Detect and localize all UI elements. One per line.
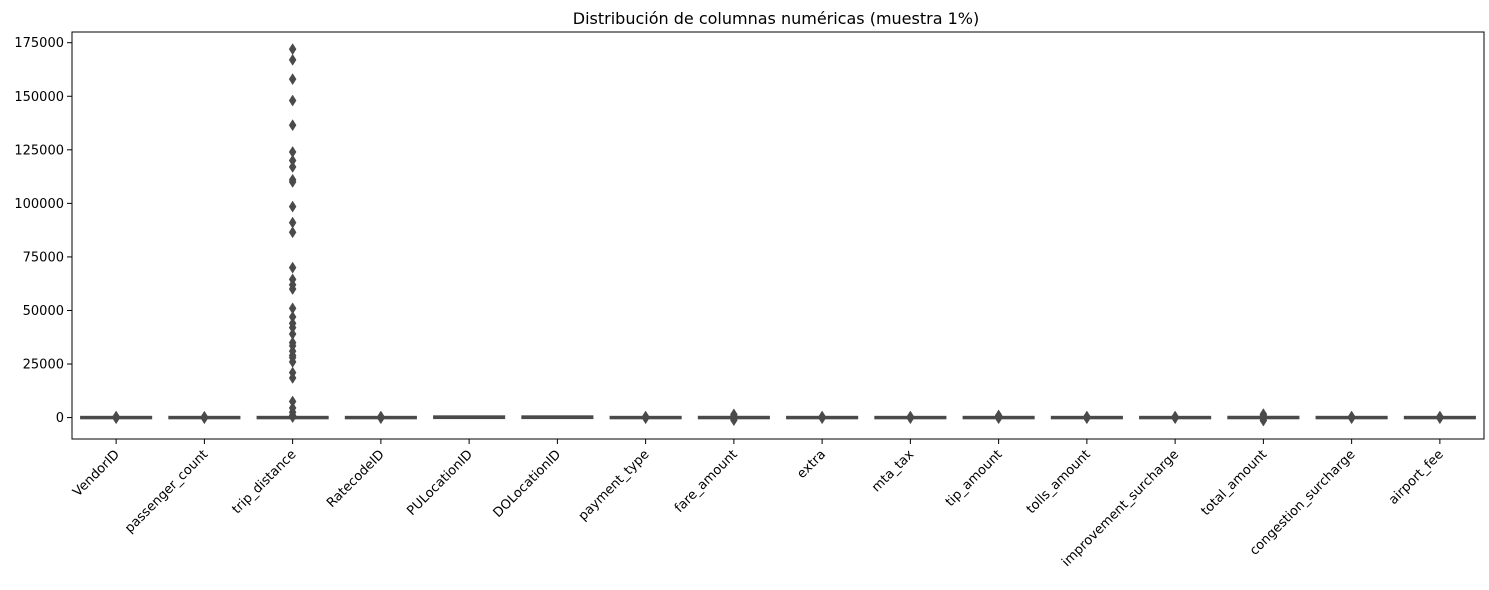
- outlier-point: [288, 226, 297, 239]
- outlier-point: [1083, 412, 1091, 425]
- outlier-point: [1436, 412, 1444, 425]
- box-DOLocationID: [521, 415, 594, 420]
- box-total_amount: [1227, 408, 1300, 427]
- y-tick-label: 25000: [23, 358, 64, 373]
- outlier-point: [288, 261, 297, 274]
- box-trip_distance: [256, 43, 329, 424]
- outlier-point: [1171, 412, 1179, 425]
- outlier-point: [288, 160, 297, 173]
- x-tick-label: mta_tax: [869, 447, 917, 495]
- outlier-point: [377, 412, 385, 425]
- outlier-point: [730, 414, 738, 427]
- box-RatecodeID: [344, 410, 417, 425]
- x-tick-label: airport_fee: [1386, 447, 1447, 508]
- x-tick-label: extra: [794, 447, 829, 482]
- outlier-point: [288, 175, 297, 188]
- box-congestion_surcharge: [1315, 410, 1388, 425]
- box-PULocationID: [433, 415, 506, 420]
- outlier-point: [288, 411, 297, 424]
- box-mta_tax: [874, 410, 947, 425]
- outlier-point: [288, 371, 297, 384]
- y-tick-label: 50000: [23, 304, 64, 319]
- y-tick-label: 0: [56, 411, 64, 426]
- x-tick-label: PULocationID: [404, 447, 476, 519]
- box-extra: [786, 410, 859, 425]
- outlier-point: [641, 412, 650, 425]
- outlier-point: [994, 412, 1003, 425]
- plot-area: [80, 43, 1476, 427]
- box-fare_amount: [697, 408, 770, 427]
- outlier-point: [288, 283, 297, 296]
- outlier-point: [288, 94, 297, 107]
- x-tick-label: payment_type: [576, 447, 653, 524]
- x-tick-label: VendorID: [70, 447, 123, 500]
- outlier-point: [1347, 412, 1356, 425]
- y-axis: 0 25000 50000 75000 100000 125000 150000 175000: [14, 36, 72, 426]
- outlier-point: [288, 73, 297, 86]
- box-VendorID: [80, 410, 153, 425]
- x-tick-label: trip_distance: [230, 447, 300, 517]
- chart-title: Distribución de columnas numéricas (mues…: [573, 9, 979, 28]
- outlier-point: [200, 412, 209, 425]
- x-tick-label: passenger_count: [122, 447, 211, 536]
- outlier-point: [112, 412, 120, 425]
- box-improvement_surcharge: [1139, 410, 1212, 425]
- outlier-point: [818, 412, 826, 425]
- outlier-point: [288, 200, 297, 213]
- box-passenger_count: [168, 410, 241, 425]
- y-tick-label: 125000: [14, 143, 64, 158]
- box-tolls_amount: [1050, 410, 1123, 425]
- x-tick-label: tip_amount: [943, 447, 1006, 510]
- outlier-point: [906, 412, 915, 425]
- plot-frame: [71, 31, 1485, 440]
- y-tick-label: 175000: [14, 36, 64, 51]
- outlier-point: [288, 53, 297, 66]
- outlier-point: [1259, 414, 1268, 427]
- box-payment_type: [609, 410, 682, 425]
- y-tick-label: 100000: [14, 197, 64, 212]
- x-tick-label: DOLocationID: [491, 447, 565, 521]
- x-tick-label: fare_amount: [672, 447, 741, 516]
- box-airport_fee: [1403, 410, 1476, 425]
- y-tick-label: 150000: [14, 90, 64, 105]
- y-tick-label: 75000: [23, 250, 64, 265]
- x-tick-label: total_amount: [1199, 447, 1271, 519]
- outlier-point: [288, 119, 297, 132]
- x-tick-label: RatecodeID: [324, 447, 388, 511]
- box-tip_amount: [962, 409, 1035, 425]
- x-tick-label: tolls_amount: [1024, 447, 1094, 517]
- x-axis: VendorID passenger_count trip_distance Rate…: [70, 439, 1447, 570]
- outlier-point: [288, 43, 297, 56]
